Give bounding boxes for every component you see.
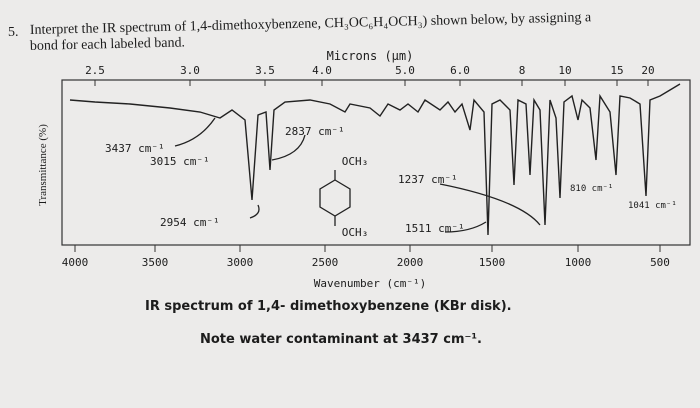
top-tick-label: 10	[558, 64, 571, 77]
top-ticks: 2.5 3.0 3.5 4.0 5.0 6.0 8 10 15 20	[85, 64, 655, 86]
bottom-tick-label: 500	[650, 256, 670, 269]
structure	[174, 117, 541, 233]
caption: Note water contaminant at 3437 cm⁻¹.	[200, 332, 482, 347]
bottom-tick-label: 3500	[142, 256, 169, 269]
structure-label: OCH₃	[342, 155, 369, 168]
band-label: 3015 cm⁻¹	[150, 155, 210, 168]
band-label: 1511 cm⁻¹	[405, 222, 465, 235]
top-tick-label: 3.5	[255, 64, 275, 77]
band-label: 1237 cm⁻¹	[398, 173, 458, 186]
bottom-ticks: 4000 3500 3000 2500 2000 1500 1000 500	[62, 245, 670, 269]
bottom-tick-label: 3000	[227, 256, 254, 269]
question-number: 5.	[8, 25, 19, 40]
arrow	[249, 204, 260, 219]
bottom-tick-label: 1000	[565, 256, 592, 269]
bottom-tick-label: 2500	[312, 256, 339, 269]
top-tick-label: 3.0	[180, 64, 200, 77]
band-label: 1041 cm⁻¹	[628, 201, 677, 211]
question-text: bond for each labeled band.	[30, 35, 185, 54]
band-label: 2954 cm⁻¹	[160, 216, 220, 229]
bottom-tick-label: 1500	[479, 256, 506, 269]
top-tick-label: 5.0	[395, 64, 415, 77]
bottom-tick-label: 4000	[62, 256, 89, 269]
caption: IR spectrum of 1,4- dimethoxybenzene (KB…	[145, 299, 512, 314]
band-label: 2837 cm⁻¹	[285, 125, 345, 138]
top-tick-label: 15	[610, 64, 623, 77]
top-tick-label: 4.0	[312, 64, 332, 77]
top-tick-label: 20	[641, 64, 654, 77]
x-axis-title: Wavenumber (cm⁻¹)	[314, 277, 427, 290]
plot-frame	[61, 79, 691, 246]
top-tick-label: 2.5	[85, 64, 105, 77]
arrow	[439, 183, 541, 226]
band-label: 810 cm⁻¹	[570, 184, 613, 194]
top-axis-title: Microns (μm)	[327, 49, 414, 63]
y-axis-title: Transmittance (%)	[37, 124, 49, 206]
bottom-tick-label: 2000	[397, 256, 424, 269]
top-tick-label: 8	[519, 64, 526, 77]
arrow	[271, 134, 306, 161]
arrow	[444, 221, 487, 233]
top-tick-label: 6.0	[450, 64, 470, 77]
spectrum-curve	[69, 83, 681, 236]
band-label: 3437 cm⁻¹	[105, 142, 165, 155]
arrow	[174, 117, 216, 147]
structure-label: OCH₃	[342, 226, 369, 239]
